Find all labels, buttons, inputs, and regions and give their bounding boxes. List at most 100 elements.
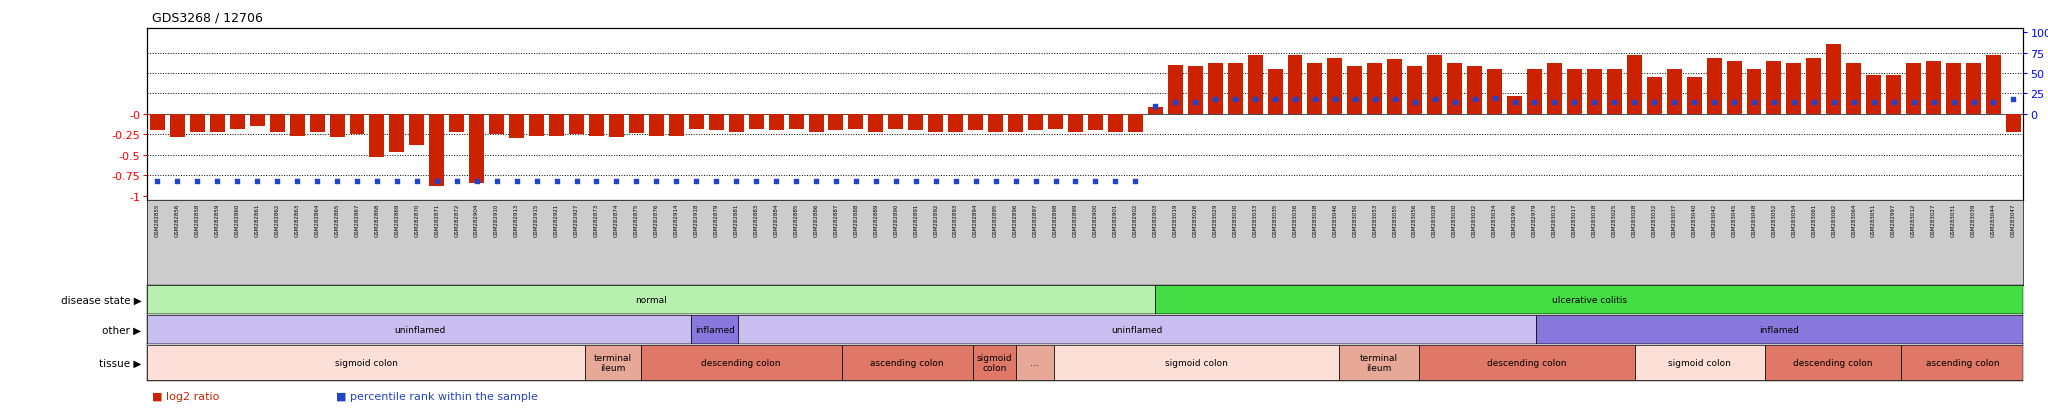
Bar [1886, 76, 1901, 114]
Text: GSM282863: GSM282863 [295, 203, 299, 236]
Point [899, 178, 932, 185]
Text: GSM282892: GSM282892 [934, 203, 938, 236]
Bar [1507, 97, 1522, 114]
Point [500, 178, 532, 185]
Point [1677, 99, 1710, 106]
Bar [1108, 114, 1122, 133]
Point [1298, 97, 1331, 103]
Bar [969, 114, 983, 131]
Bar [1067, 114, 1083, 133]
Point [1858, 99, 1890, 106]
Bar [1667, 70, 1681, 114]
Bar [1407, 67, 1421, 114]
Bar [229, 114, 246, 129]
Point [1798, 99, 1831, 106]
Text: GSM282894: GSM282894 [973, 203, 979, 236]
Bar [147, 345, 584, 380]
Point [860, 178, 893, 185]
Point [520, 178, 553, 185]
Point [1278, 97, 1311, 103]
Bar [170, 114, 184, 138]
Text: GSM283013: GSM283013 [1552, 203, 1556, 236]
Bar [150, 114, 166, 131]
Bar [369, 114, 385, 158]
Point [1378, 97, 1411, 103]
Text: GSM282890: GSM282890 [893, 203, 899, 236]
Text: uninflamed: uninflamed [393, 325, 444, 334]
Bar [1747, 70, 1761, 114]
Bar [829, 114, 844, 131]
Text: GSM282881: GSM282881 [733, 203, 739, 236]
Text: GSM282895: GSM282895 [993, 203, 997, 236]
Text: GSM282913: GSM282913 [514, 203, 518, 236]
Text: GSM282879: GSM282879 [715, 203, 719, 236]
Text: tissue ▶: tissue ▶ [98, 358, 141, 368]
Point [659, 178, 692, 185]
Text: GSM282900: GSM282900 [1094, 203, 1098, 236]
Point [141, 178, 174, 185]
Point [461, 178, 494, 185]
Text: GSM283035: GSM283035 [1272, 203, 1278, 236]
Text: sigmoid
colon: sigmoid colon [977, 353, 1012, 372]
Point [1038, 178, 1071, 185]
Text: GSM283019: GSM283019 [1174, 203, 1178, 236]
Point [1997, 97, 2030, 103]
Point [940, 178, 973, 185]
Text: GSM283032: GSM283032 [1473, 203, 1477, 236]
Point [979, 178, 1012, 185]
Bar [1188, 67, 1202, 114]
Point [958, 178, 991, 185]
Text: GSM282886: GSM282886 [813, 203, 819, 236]
Text: GSM282887: GSM282887 [834, 203, 838, 236]
Text: GSM282867: GSM282867 [354, 203, 360, 236]
Bar [1466, 67, 1483, 114]
Text: GSM283044: GSM283044 [1991, 203, 1997, 236]
Bar [410, 114, 424, 146]
Point [360, 178, 393, 185]
Bar [1901, 345, 2023, 380]
Point [1219, 97, 1251, 103]
Point [780, 178, 813, 185]
Bar [973, 345, 1016, 380]
Text: GSM282918: GSM282918 [694, 203, 698, 236]
Bar [1827, 45, 1841, 114]
Bar [608, 114, 625, 138]
Bar [928, 114, 944, 133]
Text: descending colon: descending colon [1794, 358, 1872, 367]
Point [1937, 99, 1970, 106]
Text: disease state ▶: disease state ▶ [61, 295, 141, 305]
Text: GSM282899: GSM282899 [1073, 203, 1077, 236]
Text: GSM283032: GSM283032 [1653, 203, 1657, 236]
Bar [1706, 59, 1722, 114]
Text: GSM282860: GSM282860 [236, 203, 240, 236]
Bar [1726, 62, 1741, 114]
Point [1419, 97, 1452, 103]
Point [1139, 103, 1171, 110]
Bar [670, 114, 684, 137]
Text: normal: normal [635, 295, 668, 304]
Text: GSM282885: GSM282885 [793, 203, 799, 236]
Bar [1925, 62, 1942, 114]
Point [1260, 97, 1292, 103]
Point [600, 178, 633, 185]
Text: GSM282888: GSM282888 [854, 203, 858, 236]
Bar [1688, 78, 1702, 114]
Bar [510, 114, 524, 139]
Point [1079, 178, 1112, 185]
Point [1638, 99, 1671, 106]
Bar [1767, 62, 1782, 114]
Bar [739, 315, 1536, 344]
Bar [1528, 70, 1542, 114]
Bar [1546, 64, 1563, 114]
Text: GSM283033: GSM283033 [1253, 203, 1257, 236]
Text: GSM283018: GSM283018 [1591, 203, 1597, 236]
Bar [1608, 70, 1622, 114]
Bar [629, 114, 643, 133]
Point [1577, 99, 1610, 106]
Point [242, 178, 274, 185]
Bar [1208, 64, 1223, 114]
Point [1438, 99, 1470, 106]
Point [420, 178, 453, 185]
Bar [768, 114, 784, 131]
Bar [1536, 315, 2023, 344]
